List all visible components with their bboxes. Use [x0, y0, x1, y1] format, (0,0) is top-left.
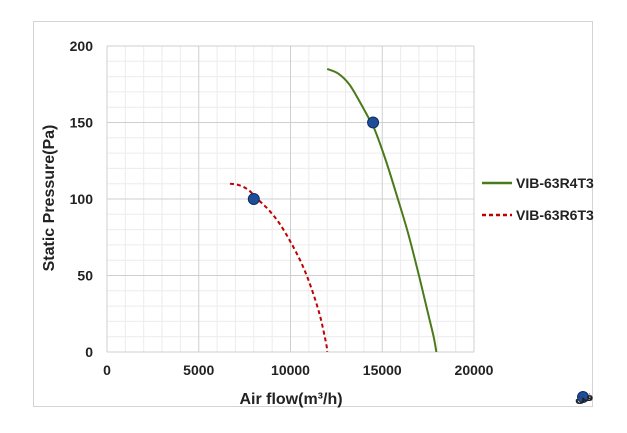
y-tick-label: 100	[70, 191, 94, 207]
major-grid	[106, 45, 475, 353]
marker-layer	[247, 116, 380, 205]
x-axis-title: Air flow(m³/h)	[239, 391, 342, 408]
x-tick-label: 10000	[271, 362, 310, 378]
y-tick-label: 0	[85, 344, 93, 360]
series-layer	[229, 68, 438, 353]
tick-labels: 0 5000 10000 15000 20000 0 50 100 150 200	[70, 38, 494, 378]
marker-note: نقطه عملکرد بهینه فن	[575, 390, 594, 404]
legend: VIB-63R4T3 VIB-63R6T3	[482, 175, 594, 223]
x-tick-label: 0	[103, 362, 111, 378]
x-tick-label: 5000	[183, 362, 214, 378]
chart-frame: 0 5000 10000 15000 20000 0 50 100 150 200 Static …	[33, 21, 594, 408]
optimal-point-marker	[247, 193, 260, 205]
optimal-point-marker	[367, 116, 380, 129]
series-line-vib-63r4t3	[326, 68, 438, 353]
series-line-vib-63r6t3	[229, 182, 329, 353]
legend-label-vib-63r4t3: VIB-63R4T3	[516, 175, 594, 191]
legend-label-vib-63r6t3: VIB-63R6T3	[516, 207, 594, 223]
y-tick-label: 150	[70, 115, 94, 131]
x-tick-label: 20000	[455, 362, 494, 378]
marker-note-label: نقطه عملکرد بهینه فن	[575, 390, 594, 404]
y-tick-label: 50	[77, 268, 93, 284]
x-tick-label: 15000	[363, 362, 402, 378]
marker-note-dot	[577, 391, 589, 403]
y-axis-title: Static Pressure(Pa)	[41, 125, 58, 272]
chart: 0 5000 10000 15000 20000 0 50 100 150 200 Static …	[41, 38, 594, 408]
y-tick-label: 200	[70, 38, 94, 54]
